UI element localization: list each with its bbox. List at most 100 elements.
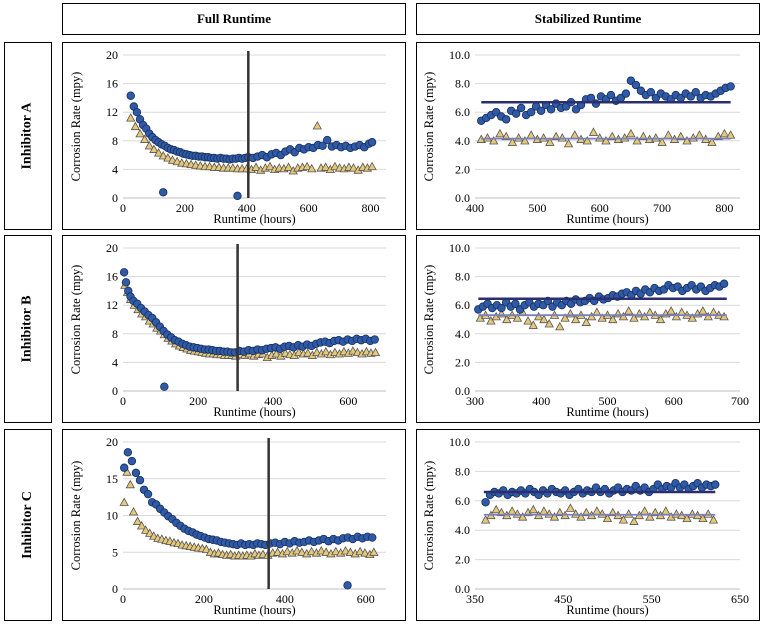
y-tick-label: 10.0 [449,241,470,255]
triangle-point [719,128,730,138]
triangle-point [618,515,629,524]
triangle-point [694,130,705,139]
triangle-point [482,133,493,142]
circle-point [367,138,377,147]
triangle-point [586,311,597,321]
x-tick-label: 200 [176,201,194,215]
x-tick-label: 0 [120,201,126,215]
circle-point [143,489,153,499]
chart-panel-c-full: 0 5 10 15 20 0 200 400 600 Runtime (hours) Corrosi… [62,429,406,621]
triangle-point [592,506,602,515]
triangle-point [639,506,650,515]
x-tick-label: 600 [300,201,318,215]
y-tick-label: 4.0 [455,523,470,537]
circle-point [318,141,327,151]
y-tick-label: 16 [106,270,118,284]
triangle-point [608,314,618,324]
y-tick-label: 20 [106,435,118,449]
y-tick-label: 0.0 [455,582,470,596]
circle-point [233,191,242,201]
triangle-point [528,504,538,514]
y-tick-label: 6.0 [455,105,470,119]
circle-point [121,278,131,287]
triangle-point [489,135,499,145]
x-tick-label: 500 [599,394,617,408]
triangle-point [140,525,151,534]
x-tick-label: 600 [339,394,357,408]
triangle-point [507,137,518,146]
triangle-point [663,130,673,139]
x-tick-label: 700 [731,394,749,408]
column-header-stabilized-runtime: Stabilized Runtime [416,3,760,35]
triangle-point [661,506,671,515]
triangle-point [645,512,655,521]
row-header-label: Inhibitor A [20,102,36,170]
y-tick-label: 0.0 [455,191,470,205]
triangle-point [495,128,505,138]
circle-point [119,268,129,277]
triangle-point [369,547,379,556]
y-tick-label: 0 [112,191,118,205]
triangle-point [163,153,173,162]
y-axis-title: Corrosion Rate (mpy) [69,461,83,571]
triangle-point [119,497,129,506]
y-tick-label: 4 [112,162,118,176]
column-header-label: Stabilized Runtime [534,11,642,26]
triangle-point [544,318,554,328]
y-tick-label: 8.0 [455,77,470,91]
triangle-point [201,544,212,553]
row-header-inhibitor-b: Inhibitor B [4,235,52,423]
circle-point [343,581,352,590]
x-tick-label: 350 [466,592,484,606]
x-axis-title: Runtime (hours) [213,212,295,226]
triangle-point [491,504,501,514]
circle-point [711,480,720,489]
triangle-point [136,520,147,530]
circle-point [126,91,135,100]
x-tick-label: 300 [466,394,484,408]
circle-point [370,335,379,344]
triangle-point [618,311,629,321]
x-tick-label: 450 [554,592,572,606]
x-tick-label: 400 [466,201,484,215]
y-tick-label: 4 [112,355,118,369]
triangle-point [292,545,302,555]
triangle-point [316,545,326,555]
y-tick-label: 0.0 [455,384,470,398]
triangle-point [626,128,636,138]
y-tick-label: 2.0 [455,162,470,176]
triangle-point [126,113,136,122]
triangle-point [502,314,512,324]
row-header-label: Inhibitor C [20,491,36,559]
triangle-point [671,311,682,321]
y-tick-label: 20 [106,241,118,255]
triangle-point [486,316,496,325]
x-axis-title: Runtime (hours) [566,603,648,617]
circle-point [135,476,145,485]
y-tick-label: 12 [106,298,118,312]
x-tick-label: 700 [653,201,671,215]
y-tick-label: 8 [112,327,118,341]
y-axis-title: Corrosion Rate (mpy) [422,72,436,182]
circle-point [719,279,729,288]
circle-point [516,103,526,113]
triangle-point [557,133,567,142]
row-header-inhibitor-a: Inhibitor A [4,42,52,230]
triangle-point [282,546,292,556]
y-tick-label: 8.0 [455,464,470,478]
triangle-point [312,120,322,130]
triangle-point [345,547,356,556]
triangle-point [539,506,549,515]
y-tick-label: 8.0 [455,270,470,284]
triangle-point [549,512,560,521]
triangle-point [539,314,549,324]
circle-point [606,90,616,100]
column-header-full-runtime: Full Runtime [62,3,406,35]
triangle-point [321,547,331,556]
y-tick-label: 15 [106,472,118,486]
triangle-point [698,513,708,523]
x-tick-label: 600 [357,592,375,606]
triangle-point [139,134,150,143]
chart-panel-a-stabilized: 0.0 2.0 4.0 6.0 8.0 10.0 400 500 600 700 800 Runtim… [416,42,760,230]
